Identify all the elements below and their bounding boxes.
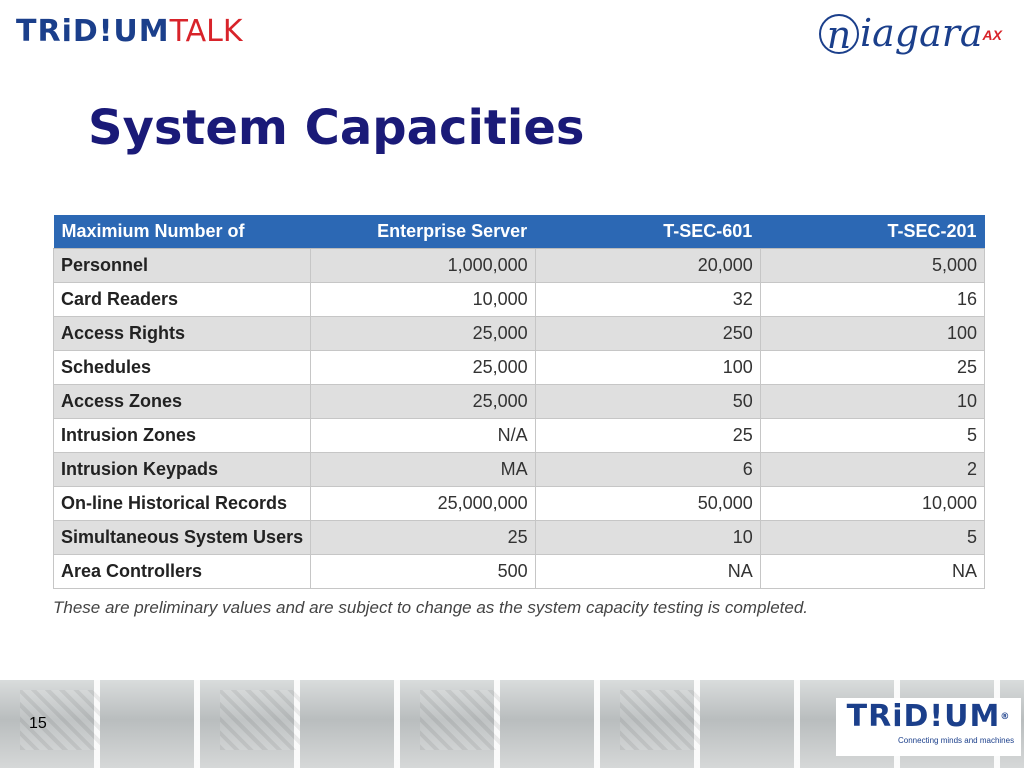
row-label: Simultaneous System Users bbox=[52, 520, 312, 555]
column-header: T-SEC-601 bbox=[535, 215, 761, 249]
table-cell: 25 bbox=[310, 520, 536, 555]
row-label: Access Rights bbox=[52, 316, 312, 351]
table-cell: 100 bbox=[534, 350, 761, 385]
row-label: Area Controllers bbox=[52, 554, 312, 589]
footer-pattern bbox=[620, 690, 700, 750]
table-row: Access Zones 25,000 50 10 bbox=[52, 384, 986, 419]
table-cell: 32 bbox=[534, 282, 761, 317]
table-cell: 50 bbox=[534, 384, 761, 419]
table-cell: 5,000 bbox=[759, 248, 986, 283]
page-number: 15 bbox=[29, 715, 47, 732]
table-cell: 20,000 bbox=[534, 248, 761, 283]
niagara-ax-mark: AX bbox=[982, 27, 1002, 43]
table-cell: MA bbox=[310, 452, 536, 487]
table-cell: 5 bbox=[759, 418, 986, 453]
table-row: Access Rights 25,000 250 100 bbox=[52, 316, 986, 351]
table-cell: 10,000 bbox=[759, 486, 986, 521]
niagara-wordmark: iagara bbox=[859, 11, 983, 55]
tridium-tagline: Connecting minds and machines bbox=[898, 736, 1015, 745]
table-cell: 6 bbox=[534, 452, 761, 487]
row-label: Access Zones bbox=[52, 384, 312, 419]
table-cell: 25,000 bbox=[310, 316, 536, 351]
table-cell: 10,000 bbox=[310, 282, 536, 317]
table-cell: 10 bbox=[759, 384, 986, 419]
registered-mark: ® bbox=[1000, 712, 1011, 722]
talk-wordmark: TALK bbox=[169, 14, 243, 49]
table-cell: 1,000,000 bbox=[310, 248, 536, 283]
table-cell: 10 bbox=[534, 520, 761, 555]
table-cell: 5 bbox=[759, 520, 986, 555]
table-cell: 50,000 bbox=[534, 486, 761, 521]
table-cell: 25,000,000 bbox=[310, 486, 536, 521]
table-cell: 25 bbox=[759, 350, 986, 385]
capacities-table: Maximium Number of Enterprise Server T-S… bbox=[52, 215, 986, 589]
table-cell: NA bbox=[759, 554, 986, 589]
footer-pattern bbox=[420, 690, 500, 750]
tridium-wordmark: TRiD!UM bbox=[16, 14, 170, 49]
table-cell: NA bbox=[534, 554, 761, 589]
tridiumtalk-logo: TRiD!UMTALK bbox=[16, 12, 243, 52]
table-row: Card Readers 10,000 32 16 bbox=[52, 282, 986, 317]
tridium-footer-wordmark: TRiD!UM bbox=[846, 699, 1001, 734]
table-cell: 100 bbox=[759, 316, 986, 351]
table-cell: 25,000 bbox=[310, 384, 536, 419]
table-cell: 250 bbox=[534, 316, 761, 351]
row-label: Schedules bbox=[52, 350, 312, 385]
table-cell: 500 bbox=[310, 554, 536, 589]
column-header: T-SEC-201 bbox=[760, 215, 985, 249]
column-header: Enterprise Server bbox=[310, 215, 536, 249]
table-row: Simultaneous System Users 25 10 5 bbox=[52, 520, 986, 555]
row-label: Card Readers bbox=[52, 282, 312, 317]
table-footnote: These are preliminary values and are sub… bbox=[53, 598, 808, 617]
row-label: On-line Historical Records bbox=[52, 486, 312, 521]
footer-pattern bbox=[220, 690, 300, 750]
footer-pattern bbox=[20, 690, 100, 750]
tridium-footer-logo: TRiD!UM® Connecting minds and machines bbox=[836, 698, 1021, 756]
table-cell: 2 bbox=[759, 452, 986, 487]
slide-title: System Capacities bbox=[88, 100, 585, 156]
niagara-ax-logo: n iagaraAX bbox=[818, 8, 1002, 58]
table-header-row: Maximium Number of Enterprise Server T-S… bbox=[53, 215, 985, 249]
table-row: Intrusion Zones N/A 25 5 bbox=[52, 418, 986, 453]
row-label: Personnel bbox=[52, 248, 312, 283]
row-label: Intrusion Zones bbox=[52, 418, 312, 453]
table-row: Intrusion Keypads MA 6 2 bbox=[52, 452, 986, 487]
column-header: Maximium Number of bbox=[53, 215, 311, 249]
table-cell: 25 bbox=[534, 418, 761, 453]
table-cell: N/A bbox=[310, 418, 536, 453]
row-label: Intrusion Keypads bbox=[52, 452, 312, 487]
table-row: Schedules 25,000 100 25 bbox=[52, 350, 986, 385]
table-row: Area Controllers 500 NA NA bbox=[52, 554, 986, 589]
table-row: Personnel 1,000,000 20,000 5,000 bbox=[52, 248, 986, 283]
table-cell: 25,000 bbox=[310, 350, 536, 385]
table-row: On-line Historical Records 25,000,000 50… bbox=[52, 486, 986, 521]
niagara-n-mark: n bbox=[818, 13, 859, 54]
table-cell: 16 bbox=[759, 282, 986, 317]
